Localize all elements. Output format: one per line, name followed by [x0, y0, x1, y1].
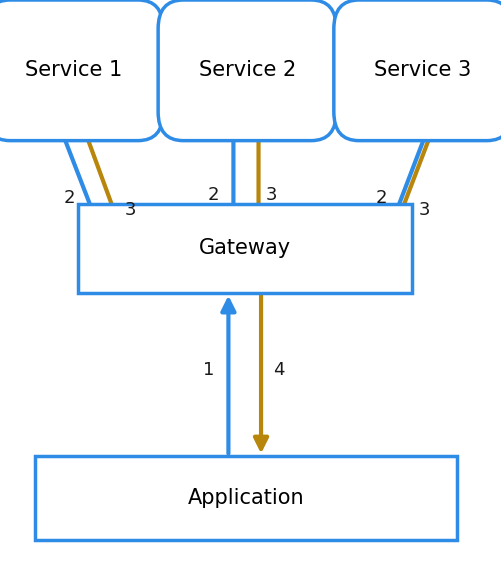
FancyBboxPatch shape: [35, 456, 456, 540]
Text: 3: 3: [418, 200, 429, 219]
FancyBboxPatch shape: [158, 0, 336, 141]
Text: 2: 2: [64, 189, 75, 207]
Text: 4: 4: [273, 361, 284, 379]
Text: Service 3: Service 3: [374, 60, 470, 80]
Text: 1: 1: [202, 361, 213, 379]
Text: 3: 3: [265, 186, 276, 204]
Text: Service 1: Service 1: [26, 60, 122, 80]
Text: Gateway: Gateway: [198, 238, 290, 258]
Text: 2: 2: [207, 186, 218, 204]
Text: 3: 3: [125, 200, 136, 219]
FancyBboxPatch shape: [333, 0, 501, 141]
Text: 2: 2: [375, 189, 386, 207]
Text: Application: Application: [187, 488, 304, 508]
FancyBboxPatch shape: [0, 0, 163, 141]
Text: Service 2: Service 2: [198, 60, 295, 80]
FancyBboxPatch shape: [78, 204, 411, 293]
